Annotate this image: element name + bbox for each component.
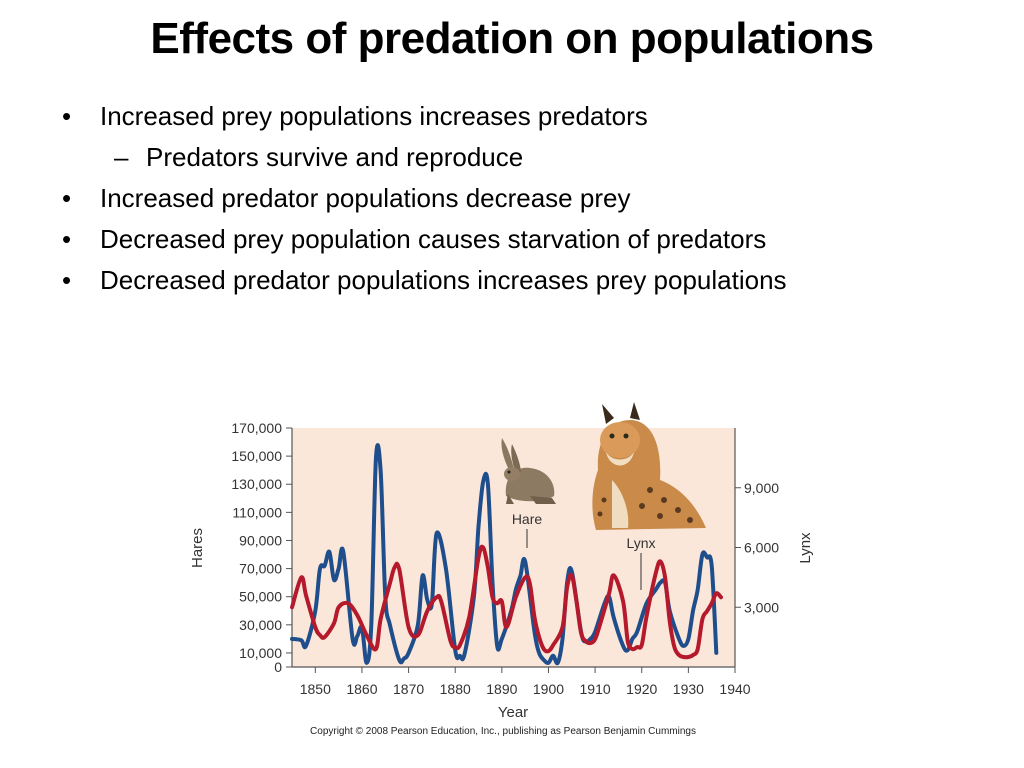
series-lines bbox=[290, 443, 723, 666]
x-tick-label: 1940 bbox=[719, 681, 750, 697]
x-tick-label: 1860 bbox=[346, 681, 377, 697]
slide-title: Effects of predation on populations bbox=[150, 14, 874, 63]
axis-ticks: 010,000 30,000 50,000 70,000 90,000 110,000 13… bbox=[231, 420, 779, 697]
x-tick-label: 1920 bbox=[626, 681, 657, 697]
bullet-marker: • bbox=[62, 183, 72, 213]
bullet-text: Decreased prey population causes starvat… bbox=[100, 224, 767, 254]
hare-annotation-label: Hare bbox=[512, 511, 543, 527]
sub-bullet-item: – Predators survive and reproduce bbox=[62, 137, 1002, 178]
y-tick-label: 130,000 bbox=[231, 476, 282, 492]
bullet-marker: • bbox=[62, 265, 72, 295]
y2-tick-label: 9,000 bbox=[744, 480, 779, 496]
y-tick-label: 70,000 bbox=[239, 561, 282, 577]
bullet-marker: • bbox=[62, 224, 72, 254]
y2-tick-label: 6,000 bbox=[744, 540, 779, 556]
y-tick-label: 50,000 bbox=[239, 589, 282, 605]
hare-annotation: Hare bbox=[512, 511, 543, 548]
x-tick-label: 1850 bbox=[300, 681, 331, 697]
y-tick-label: 170,000 bbox=[231, 420, 282, 436]
y-tick-label: 110,000 bbox=[232, 504, 282, 520]
lynx-annotation: Lynx bbox=[626, 535, 656, 590]
bullet-marker: – bbox=[114, 142, 129, 172]
bullet-item: • Increased predator populations decreas… bbox=[62, 178, 1002, 219]
lynx-series-line bbox=[290, 544, 723, 660]
bullet-item: • Increased prey populations increases p… bbox=[62, 96, 1002, 137]
y-axis-label: Hares bbox=[189, 528, 206, 568]
bullet-text: Predators survive and reproduce bbox=[146, 142, 524, 172]
hare-illustration bbox=[501, 438, 556, 504]
x-axis-label: Year bbox=[498, 704, 528, 721]
x-tick-label: 1870 bbox=[393, 681, 424, 697]
y-tick-label: 90,000 bbox=[239, 532, 282, 548]
lynx-illustration bbox=[592, 402, 706, 530]
bullet-item: • Decreased prey population causes starv… bbox=[62, 219, 1002, 260]
bullet-text: Decreased predator populations increases… bbox=[100, 265, 787, 295]
axes bbox=[291, 428, 736, 668]
y-tick-label: 30,000 bbox=[239, 617, 282, 633]
bullet-text: Increased predator populations decrease … bbox=[100, 183, 631, 213]
bullet-marker: • bbox=[62, 101, 72, 131]
bullet-item: • Decreased predator populations increas… bbox=[62, 260, 1002, 301]
copyright-text: Copyright © 2008 Pearson Education, Inc.… bbox=[310, 726, 696, 737]
y2-tick-label: 3,000 bbox=[744, 599, 779, 615]
y-tick-label: 0 bbox=[274, 659, 282, 675]
x-tick-label: 1900 bbox=[533, 681, 564, 697]
y-tick-label: 10,000 bbox=[239, 645, 282, 661]
x-tick-label: 1890 bbox=[486, 681, 517, 697]
y-tick-label: 150,000 bbox=[231, 448, 282, 464]
lynx-annotation-label: Lynx bbox=[626, 535, 655, 551]
x-tick-label: 1930 bbox=[673, 681, 704, 697]
bullet-list: • Increased prey populations increases p… bbox=[62, 96, 1002, 301]
bullet-text: Increased prey populations increases pre… bbox=[100, 101, 648, 131]
y2-axis-label: Lynx bbox=[797, 532, 814, 564]
x-tick-label: 1910 bbox=[580, 681, 611, 697]
x-tick-label: 1880 bbox=[440, 681, 471, 697]
